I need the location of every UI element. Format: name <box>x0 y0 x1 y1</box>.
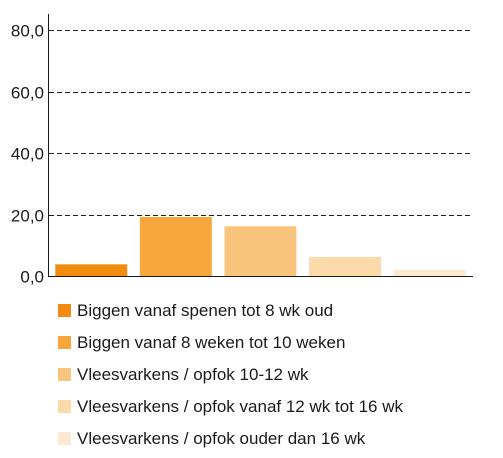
bar <box>309 256 381 276</box>
y-tick-label: 0,0 <box>20 268 44 287</box>
legend-label: Vleesvarkens / opfok ouder dan 16 wk <box>77 428 366 448</box>
bar <box>224 226 297 276</box>
bar <box>55 264 128 276</box>
legend-label: Vleesvarkens / opfok 10-12 wk <box>77 364 309 384</box>
legend-swatch <box>58 431 71 445</box>
legend-swatch <box>58 335 71 349</box>
legend: Biggen vanaf spenen tot 8 wk oud Biggen … <box>58 294 403 454</box>
legend-label: Biggen vanaf 8 weken tot 10 weken <box>77 332 346 352</box>
legend-item: Biggen vanaf spenen tot 8 wk oud <box>58 294 403 326</box>
legend-swatch <box>58 367 71 381</box>
legend-label: Vleesvarkens / opfok vanaf 12 wk tot 16 … <box>77 396 404 416</box>
legend-swatch <box>58 303 71 317</box>
legend-label: Biggen vanaf spenen tot 8 wk oud <box>77 300 334 320</box>
legend-item: Vleesvarkens / opfok ouder dan 16 wk <box>58 422 403 454</box>
legend-swatch <box>58 399 71 413</box>
bar-chart: 80,0 60,0 40,0 20,0 0,0 <box>11 14 473 287</box>
y-tick-label: 40,0 <box>11 145 44 164</box>
y-tick-labels: 80,0 60,0 40,0 20,0 0,0 <box>11 22 44 287</box>
bars <box>55 217 466 276</box>
legend-item: Vleesvarkens / opfok 10-12 wk <box>58 358 403 390</box>
legend-item: Vleesvarkens / opfok vanaf 12 wk tot 16 … <box>58 390 403 422</box>
gridlines <box>49 30 472 216</box>
y-tick-label: 80,0 <box>11 22 44 41</box>
legend-item: Biggen vanaf 8 weken tot 10 weken <box>58 326 403 358</box>
bar <box>393 269 466 276</box>
y-tick-label: 60,0 <box>11 84 44 103</box>
y-tick-label: 20,0 <box>11 207 44 226</box>
bar <box>139 217 212 276</box>
